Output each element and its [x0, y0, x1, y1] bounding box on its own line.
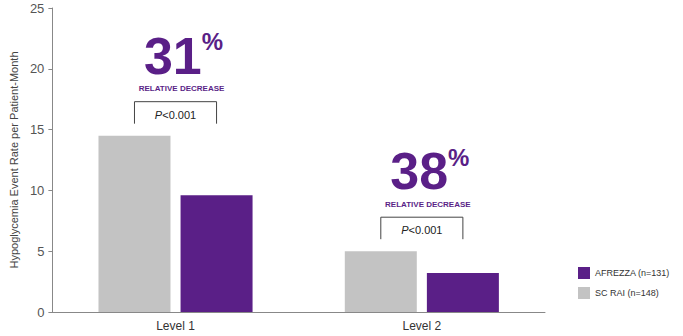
- svg-text:0: 0: [37, 305, 44, 320]
- svg-text:<0.001: <0.001: [162, 109, 196, 121]
- svg-text:AFREZZA (n=131): AFREZZA (n=131): [595, 268, 669, 278]
- svg-text:%: %: [202, 28, 223, 55]
- svg-text:P: P: [401, 224, 409, 237]
- svg-text:15: 15: [30, 122, 44, 137]
- svg-text:RELATIVE DECREASE: RELATIVE DECREASE: [139, 84, 225, 93]
- svg-text:Hypoglycemia Event Rate per Pa: Hypoglycemia Event Rate per Patient-Mont…: [8, 51, 20, 268]
- svg-text:%: %: [448, 144, 469, 171]
- svg-text:P: P: [154, 108, 163, 121]
- svg-text:20: 20: [30, 61, 44, 76]
- svg-text:<0.001: <0.001: [409, 224, 443, 236]
- svg-text:10: 10: [30, 183, 44, 198]
- svg-text:Level 2: Level 2: [402, 319, 441, 333]
- svg-text:SC RAI (n=148): SC RAI (n=148): [595, 288, 659, 298]
- svg-text:RELATIVE DECREASE: RELATIVE DECREASE: [385, 200, 471, 209]
- svg-text:25: 25: [30, 1, 44, 16]
- svg-text:38: 38: [390, 142, 448, 200]
- svg-text:5: 5: [37, 244, 44, 259]
- svg-text:Level 1: Level 1: [156, 319, 195, 333]
- svg-text:31: 31: [144, 27, 202, 85]
